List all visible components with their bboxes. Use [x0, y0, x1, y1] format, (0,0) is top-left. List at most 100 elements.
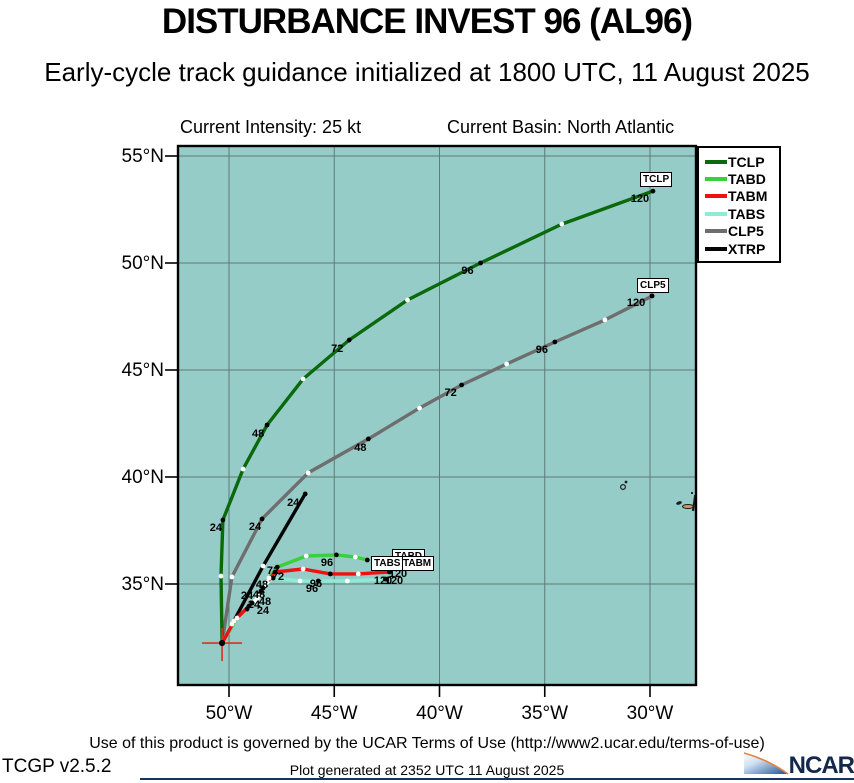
legend-label: TABM: [728, 188, 768, 205]
track-point-24h: [327, 571, 333, 577]
y-tick-label-35°N: 35°N: [121, 574, 164, 595]
track-point-24h: [259, 516, 265, 522]
page-subtitle: Early-cycle track guidance initialized a…: [44, 57, 810, 87]
legend-entry-tabm: TABM: [705, 188, 779, 205]
track-point-24h: [249, 600, 255, 606]
y-tick-label-55°N: 55°N: [121, 146, 164, 167]
track-point-24h: [365, 436, 371, 442]
track-point-12h: [300, 566, 306, 572]
track-tag-clp5: CLP5: [637, 278, 669, 293]
map-background: [178, 146, 696, 685]
page-title: DISTURBANCE INVEST 96 (AL96): [161, 2, 693, 41]
hour-label-cluster-96: 96: [305, 583, 319, 595]
track-point-12h: [344, 578, 350, 584]
hour-label-tclp-24: 24: [209, 522, 223, 534]
legend-entry-tclp: TCLP: [705, 153, 779, 170]
track-point-12h: [240, 466, 246, 472]
hour-label-cluster-72: 72: [271, 571, 285, 583]
legend-label: XTRP: [728, 240, 766, 257]
legend-label: TCLP: [728, 153, 765, 170]
track-point-12h: [405, 297, 410, 303]
track-point-24h: [650, 188, 656, 194]
track-point-12h: [355, 571, 361, 577]
bottom-rule: [140, 778, 854, 780]
hour-label-cluster-48: 48: [252, 589, 266, 601]
track-point-24h: [459, 382, 465, 388]
hour-label-xtrp-24: 24: [287, 496, 300, 509]
hour-label-clp5-48: 48: [354, 441, 367, 454]
track-point-24h: [272, 569, 278, 575]
hour-label-clp5-120: 120: [626, 296, 646, 309]
track-point-12h: [297, 578, 303, 584]
track-point-24h: [274, 564, 280, 570]
track-point-24h: [246, 603, 252, 609]
legend-swatch-icon: [705, 246, 727, 251]
hour-label-cluster-120: 120: [388, 568, 408, 580]
terms-of-use-text: Use of this product is governed by the U…: [89, 735, 765, 752]
legend-swatch-icon: [705, 194, 727, 199]
track-point-12h: [266, 575, 272, 581]
x-tick-label-40°W: 40°W: [416, 703, 463, 724]
track-point-24h: [315, 578, 321, 584]
legend-label: TABD: [728, 171, 766, 188]
legend-swatch-icon: [705, 229, 727, 234]
island: [619, 484, 626, 491]
legend-swatch-icon: [705, 159, 727, 164]
ncar-logo-text: NCAR: [788, 752, 854, 779]
current-basin-label: Current Basin: North Atlantic: [447, 117, 675, 137]
track-point-24h: [258, 588, 264, 594]
hour-label-clp5-72: 72: [444, 386, 457, 399]
island: [690, 491, 694, 495]
track-point-24h: [346, 337, 352, 343]
track-point-12h: [300, 376, 306, 382]
track-point-12h: [264, 579, 270, 585]
hour-label-cluster-24: 24: [256, 605, 270, 617]
track-tag-tabs: TABS: [371, 556, 404, 571]
track-tag-tabm: TABM: [400, 556, 435, 571]
y-tick-label-45°N: 45°N: [121, 360, 164, 381]
hour-label-tclp-48: 48: [251, 427, 265, 440]
track-point-24h: [264, 422, 270, 428]
track-point-24h: [219, 640, 225, 646]
track-point-12h: [229, 574, 235, 580]
hour-label-tclp-72: 72: [331, 343, 344, 356]
map-border: [176, 144, 698, 687]
island: [682, 504, 694, 509]
track-point-24h: [270, 575, 276, 581]
track-point-24h: [333, 552, 339, 558]
version-text: TCGP v2.5.2: [2, 756, 112, 777]
track-point-12h: [504, 361, 510, 367]
hour-label-clp5-24: 24: [248, 520, 262, 533]
track-point-24h: [220, 517, 226, 523]
x-tick-label-35°W: 35°W: [521, 703, 569, 724]
legend-entry-clp5: CLP5: [705, 223, 779, 240]
island: [624, 480, 628, 484]
hour-label-cluster-72: 72: [266, 565, 280, 577]
track-point-12h: [260, 563, 266, 569]
track-point-12h: [231, 618, 237, 624]
hour-label-cluster-24: 24: [247, 599, 261, 611]
y-tick-label-40°N: 40°N: [121, 467, 164, 488]
hour-label-cluster-96: 96: [309, 578, 323, 590]
legend: TCLP TABD TABM TABS CLP5 XTRP: [697, 146, 781, 264]
current-intensity-label: Current Intensity: 25 kt: [180, 117, 362, 137]
x-tick-label-50°W: 50°W: [205, 703, 253, 724]
ncar-logo: NCAR: [741, 750, 854, 779]
hour-label-cluster-120: 120: [384, 575, 404, 587]
track-point-12h: [352, 554, 358, 560]
legend-entry-tabs: TABS: [705, 205, 779, 222]
hour-label-cluster-96: 96: [320, 557, 334, 569]
x-tick-label-30°W: 30°W: [626, 703, 674, 724]
legend-label: CLP5: [728, 223, 764, 240]
island: [676, 501, 682, 505]
legend-swatch-icon: [705, 177, 727, 182]
track-point-12h: [417, 405, 422, 411]
x-tick-label-45°W: 45°W: [310, 703, 358, 724]
legend-label: TABS: [728, 205, 766, 222]
hour-label-cluster-120: 120: [373, 575, 393, 587]
hour-label-tclp-96: 96: [461, 265, 474, 277]
track-point-24h: [383, 576, 388, 582]
ncar-logo-swoosh: [743, 752, 789, 775]
legend-swatch-icon: [705, 211, 727, 216]
